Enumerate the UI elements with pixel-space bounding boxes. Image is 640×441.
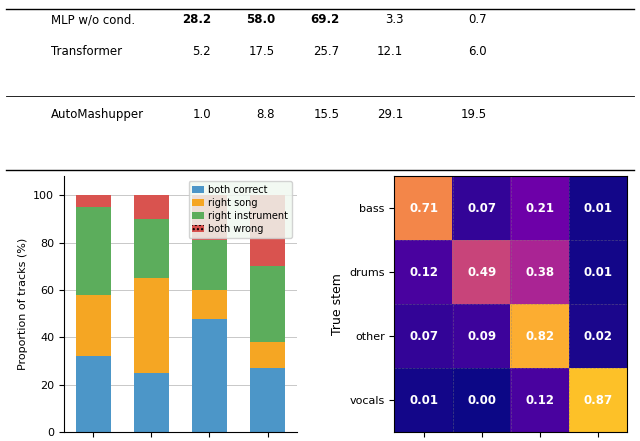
Text: 0.07: 0.07 xyxy=(467,202,496,215)
Text: 12.1: 12.1 xyxy=(377,45,403,58)
Bar xyxy=(192,195,227,240)
Text: 5.2: 5.2 xyxy=(193,45,211,58)
Bar xyxy=(192,290,227,318)
Text: 17.5: 17.5 xyxy=(249,45,275,58)
Y-axis label: Proportion of tracks (%): Proportion of tracks (%) xyxy=(18,238,28,370)
Text: 29.1: 29.1 xyxy=(377,108,403,121)
Text: 0.01: 0.01 xyxy=(584,266,612,279)
Text: 1.0: 1.0 xyxy=(193,108,211,121)
Text: 0.00: 0.00 xyxy=(467,394,496,407)
Text: 0.02: 0.02 xyxy=(584,330,612,343)
Text: 0.01: 0.01 xyxy=(584,202,612,215)
Bar xyxy=(250,368,285,432)
Text: 0.12: 0.12 xyxy=(409,266,438,279)
Text: 0.7: 0.7 xyxy=(468,13,486,26)
Text: 0.82: 0.82 xyxy=(525,330,554,343)
Bar xyxy=(134,195,169,219)
Text: 0.01: 0.01 xyxy=(409,394,438,407)
Bar xyxy=(250,342,285,368)
Bar xyxy=(134,219,169,278)
Bar xyxy=(76,356,111,432)
Text: 15.5: 15.5 xyxy=(313,108,339,121)
Text: 6.0: 6.0 xyxy=(468,45,486,58)
Text: 3.3: 3.3 xyxy=(385,13,403,26)
Bar xyxy=(76,207,111,295)
Bar xyxy=(192,318,227,432)
Text: 28.2: 28.2 xyxy=(182,13,211,26)
Bar xyxy=(76,295,111,356)
Text: 0.49: 0.49 xyxy=(467,266,497,279)
Text: AutoMashupper: AutoMashupper xyxy=(51,108,145,121)
Text: 8.8: 8.8 xyxy=(257,108,275,121)
Text: 0.87: 0.87 xyxy=(584,394,612,407)
Bar xyxy=(134,373,169,432)
Text: 0.09: 0.09 xyxy=(467,330,496,343)
Text: Transformer: Transformer xyxy=(51,45,122,58)
Text: 0.21: 0.21 xyxy=(525,202,554,215)
Text: 25.7: 25.7 xyxy=(313,45,339,58)
Bar xyxy=(192,240,227,290)
Text: 69.2: 69.2 xyxy=(310,13,339,26)
Y-axis label: True stem: True stem xyxy=(331,273,344,335)
Text: 0.07: 0.07 xyxy=(409,330,438,343)
Bar xyxy=(250,266,285,342)
Bar xyxy=(134,278,169,373)
Bar xyxy=(76,195,111,207)
Text: 0.38: 0.38 xyxy=(525,266,554,279)
Text: 0.12: 0.12 xyxy=(525,394,554,407)
Text: 19.5: 19.5 xyxy=(460,108,486,121)
Text: 0.71: 0.71 xyxy=(409,202,438,215)
Text: 58.0: 58.0 xyxy=(246,13,275,26)
Legend: both correct, right song, right instrument, both wrong: both correct, right song, right instrume… xyxy=(189,181,292,238)
Text: MLP w/o cond.: MLP w/o cond. xyxy=(51,13,135,26)
Bar xyxy=(250,195,285,266)
